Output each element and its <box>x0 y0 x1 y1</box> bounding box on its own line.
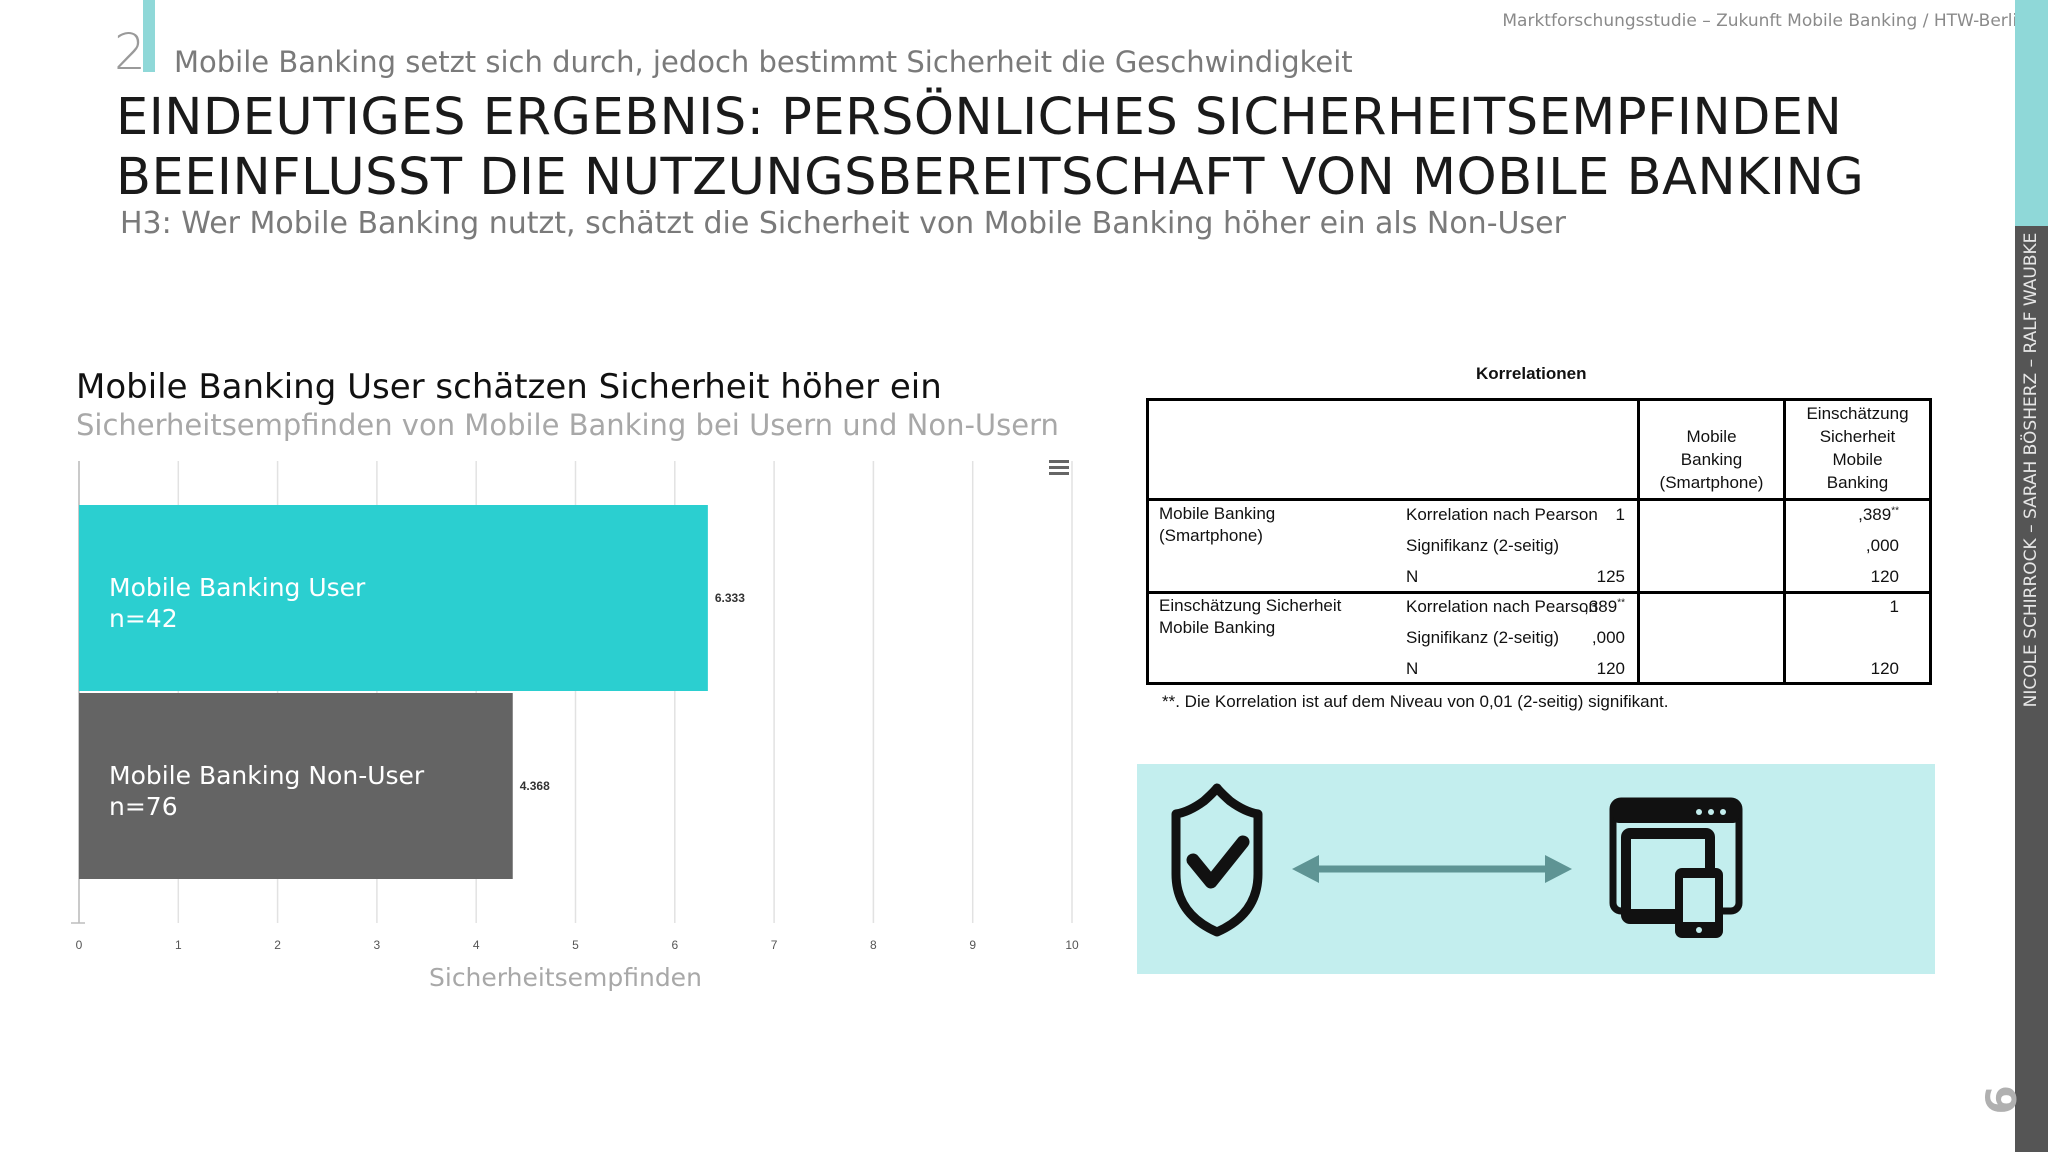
group-name-line: Einschätzung Sicherheit <box>1159 596 1342 615</box>
bar-n-label: n=76 <box>109 792 178 821</box>
table-divider <box>1783 401 1786 682</box>
data-label: 6.333 <box>715 591 745 605</box>
bar-label: Mobile Banking User <box>109 573 366 602</box>
significance-marker: ** <box>1617 597 1625 609</box>
x-tick-label: 0 <box>76 938 83 952</box>
stat-label: Korrelation nach Pearson <box>1406 597 1598 616</box>
right-sidebar-accent <box>2015 0 2048 226</box>
page-title: EINDEUTIGES ERGEBNIS: PERSÖNLICHES SICHE… <box>116 88 1864 208</box>
chart-title: Mobile Banking User schätzen Sicherheit … <box>76 367 942 407</box>
bar-n-label: n=42 <box>109 604 178 633</box>
table-cell: ,000 <box>1591 628 1625 647</box>
table-divider <box>1149 498 1929 501</box>
stat-label: Signifikanz (2-seitig) <box>1406 628 1560 647</box>
row-group-label: Mobile Banking (Smartphone) <box>1159 503 1275 547</box>
significance-marker: ** <box>1891 505 1899 517</box>
table-title: Korrelationen <box>1476 364 1587 383</box>
table-divider <box>1637 401 1640 682</box>
x-tick-label: 4 <box>473 938 480 952</box>
header-line: Sicherheit <box>1819 427 1896 446</box>
table-footnote: **. Die Korrelation ist auf dem Niveau v… <box>1162 692 1669 711</box>
header-line: Einschätzung <box>1806 404 1909 423</box>
devices-icon <box>1609 797 1743 938</box>
x-tick-label: 8 <box>870 938 877 952</box>
bar-chart: 0 1 2 3 4 5 6 7 8 9 10 Mobile Banking Usern=42 6.333… <box>71 461 1079 952</box>
column-header-security: Einschätzung Sicherheit Mobile Banking <box>1786 402 1929 494</box>
double-arrow-icon <box>1292 855 1572 883</box>
stat-label: N <box>1406 567 1419 586</box>
table-cell: 125 <box>1596 567 1625 586</box>
security-devices-illustration <box>1137 764 1935 974</box>
x-tick-label: 1 <box>175 938 182 952</box>
cell-value: ,389 <box>1584 597 1618 616</box>
data-label: 4.368 <box>520 779 550 793</box>
header-line: Banking <box>1680 450 1743 469</box>
table-cell: 120 <box>1596 659 1625 678</box>
x-tick-label: 5 <box>572 938 579 952</box>
header-line: Mobile <box>1686 427 1737 446</box>
x-tick-label: 7 <box>771 938 778 952</box>
hypothesis: H3: Wer Mobile Banking nutzt, schätzt di… <box>120 206 1566 241</box>
stat-label: Signifikanz (2-seitig) <box>1406 536 1560 555</box>
study-meta: Marktforschungsstudie – Zukunft Mobile B… <box>1502 11 2028 31</box>
table-cell: ,389** <box>1858 505 1899 525</box>
page-title-line-1: EINDEUTIGES ERGEBNIS: PERSÖNLICHES SICHE… <box>116 88 1843 147</box>
section-title: Mobile Banking setzt sich durch, jedoch … <box>174 45 1353 79</box>
authors: NICOLE SCHIRROCK – SARAH BÖSHERZ – RALF … <box>2021 232 2041 708</box>
column-header-mobile-banking: Mobile Banking (Smartphone) <box>1640 425 1783 494</box>
shield-check-icon <box>1171 783 1263 937</box>
row-group-label: Einschätzung Sicherheit Mobile Banking <box>1159 595 1341 639</box>
header-line: Banking <box>1826 473 1889 492</box>
correlation-table: Mobile Banking (Smartphone) Einschätzung… <box>1146 398 1932 685</box>
bar <box>79 693 513 879</box>
table-cell: 120 <box>1870 567 1899 586</box>
illustration-graphic <box>1171 783 1743 938</box>
table-cell: ,389** <box>1584 597 1625 617</box>
group-name-line: Mobile Banking <box>1159 618 1276 637</box>
page-title-line-2: BEEINFLUSST DIE NUTZUNGSBEREITSCHAFT VON… <box>116 148 1865 207</box>
x-tick-label: 9 <box>969 938 976 952</box>
accent-bar <box>143 0 155 72</box>
page-number: 9 <box>1975 1085 2025 1115</box>
chart-subtitle: Sicherheitsempfinden von Mobile Banking … <box>76 408 1059 442</box>
stat-label: N <box>1406 659 1419 678</box>
x-tick-label: 3 <box>374 938 381 952</box>
x-tick-label: 10 <box>1065 938 1079 952</box>
table-cell: 1 <box>1889 597 1899 616</box>
table-cell: 1 <box>1615 505 1625 524</box>
x-axis-label: Sicherheitsempfinden <box>429 963 702 992</box>
cell-value: ,389 <box>1858 505 1892 524</box>
bar <box>79 505 708 691</box>
table-cell: ,000 <box>1865 536 1899 555</box>
table-divider <box>1149 591 1929 594</box>
header-line: Mobile <box>1832 450 1883 469</box>
section-number: 2 <box>114 23 146 81</box>
bar-label: Mobile Banking Non-User <box>109 761 425 790</box>
header-line: (Smartphone) <box>1659 473 1764 492</box>
x-tick-label: 6 <box>671 938 678 952</box>
table-cell: 120 <box>1870 659 1899 678</box>
x-tick-label: 2 <box>274 938 281 952</box>
group-name-line: Mobile Banking <box>1159 504 1276 523</box>
menu-icon[interactable] <box>1049 460 1069 478</box>
stat-label: Korrelation nach Pearson <box>1406 505 1598 524</box>
group-name-line: (Smartphone) <box>1159 526 1263 545</box>
